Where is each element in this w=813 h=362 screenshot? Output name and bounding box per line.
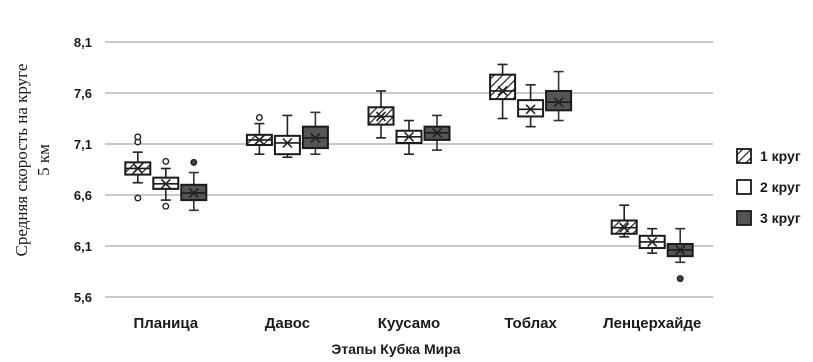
outlier-point <box>162 202 170 210</box>
x-category-label: Куусамо <box>378 315 440 332</box>
mean-marker <box>254 134 265 145</box>
legend-item: 2 круг <box>736 179 801 195</box>
box-white <box>273 114 301 159</box>
mean-marker <box>553 97 564 108</box>
box-hatched <box>245 113 273 155</box>
box-iqr <box>545 89 573 112</box>
outlier-point <box>190 158 198 166</box>
box-dark-gray <box>666 227 694 283</box>
box-iqr <box>489 73 517 101</box>
y-tick-label: 8,1 <box>74 35 92 50</box>
box-white <box>152 157 180 210</box>
box-dark-gray <box>423 114 451 151</box>
box-hatched <box>367 90 395 139</box>
box-iqr <box>273 134 301 156</box>
outlier-point <box>134 133 142 141</box>
y-tick-label: 6,6 <box>74 188 92 203</box>
mean-marker <box>675 245 686 256</box>
legend: 1 круг 2 круг 3 круг <box>736 148 801 226</box>
y-axis-title-line-2: 5 км <box>34 144 53 176</box>
mean-marker <box>160 178 171 189</box>
box-dark-gray <box>301 111 329 155</box>
x-category-labels: Планица Давос Куусамо Тоблах Ленцерхайде <box>133 315 701 332</box>
legend-swatch <box>736 210 752 226</box>
box-white <box>638 227 666 254</box>
x-axis-title: Этапы Кубка Мира <box>331 341 460 357</box>
x-category-label: Тоблах <box>504 315 557 332</box>
legend-label: 1 круг <box>760 148 801 164</box>
x-category-label: Ленцерхайде <box>603 315 701 332</box>
mean-marker <box>132 163 143 174</box>
y-tick-labels: 5,6 6,1 6,6 7,1 7,6 8,1 <box>74 35 92 305</box>
legend-item: 3 круг <box>736 210 801 226</box>
outlier-point <box>162 157 170 165</box>
y-axis-title: Средняя скорость на круге 5 км <box>12 64 53 257</box>
mean-marker <box>310 132 321 143</box>
y-axis-title-line-1: Средняя скорость на круге <box>12 64 31 257</box>
legend-label: 3 круг <box>760 210 801 226</box>
box-white <box>517 84 545 128</box>
mean-marker <box>497 85 508 97</box>
box-dark-gray <box>545 70 573 122</box>
y-tick-label: 7,1 <box>74 137 92 152</box>
legend-swatch <box>736 148 752 164</box>
mean-marker <box>375 111 387 122</box>
gridlines <box>105 41 713 298</box>
outlier-point <box>255 113 263 121</box>
mean-marker <box>619 222 630 233</box>
x-category-label: Планица <box>133 315 198 332</box>
x-category-label: Давос <box>265 315 310 332</box>
outlier-point <box>134 194 142 202</box>
box-hatched <box>489 63 517 120</box>
box-dark-gray <box>180 158 208 212</box>
box-series <box>124 63 694 283</box>
box-hatched <box>610 204 638 238</box>
mean-marker <box>525 104 536 115</box>
box-hatched <box>124 133 152 202</box>
mean-marker <box>188 187 199 199</box>
mean-marker <box>431 127 443 138</box>
legend-item: 1 круг <box>736 148 801 164</box>
mean-marker <box>403 131 415 142</box>
legend-swatch <box>736 179 752 195</box>
y-tick-label: 6,1 <box>74 239 92 254</box>
box-white <box>395 119 423 155</box>
y-tick-label: 5,6 <box>74 290 92 305</box>
legend-label: 2 круг <box>760 179 801 195</box>
y-tick-label: 7,6 <box>74 86 92 101</box>
mean-marker <box>282 137 293 149</box>
mean-marker <box>647 236 658 247</box>
outlier-point <box>676 275 684 283</box>
